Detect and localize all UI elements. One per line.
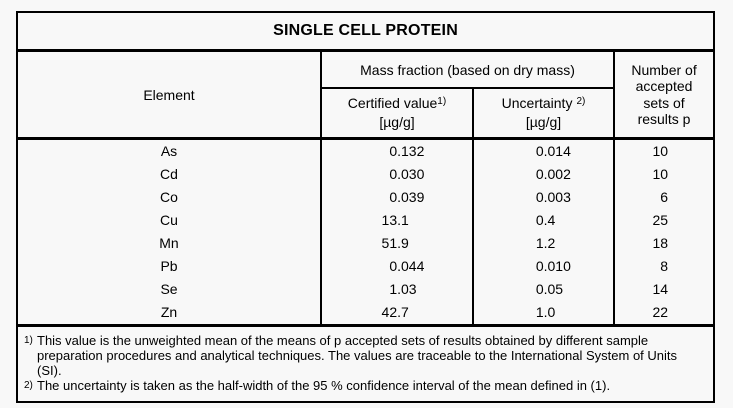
numeric-value: 51. 9 (381, 235, 409, 251)
certified-value-label: Certified value (347, 95, 438, 111)
numeric-value: 8 (660, 258, 669, 274)
element-cell: Cu (160, 212, 178, 228)
single-cell-protein-table: SINGLE CELL PROTEIN Element Mass fractio… (16, 11, 716, 403)
element-cell: Pb (160, 258, 178, 274)
table-row: Cd 0. 030 0. 002 10 (17, 163, 715, 186)
numeric-value: 25 (652, 212, 669, 228)
accepted-sets-line: results p (637, 111, 691, 127)
footnote-ref-2: 2) (576, 96, 586, 107)
element-cell: Mn (159, 235, 179, 251)
uncertainty-cell: 0. 002 (472, 163, 614, 186)
uncertainty-unit: [µg/g] (525, 114, 562, 130)
uncertainty-cell: 0. 4 (472, 209, 614, 232)
footnote-marker: 1) (24, 335, 33, 346)
accepted-sets-line: accepted (635, 78, 693, 94)
certified-value-cell: 51. 9 (320, 232, 473, 255)
numeric-value: 13. 1 (381, 212, 409, 228)
element-cell: Cd (160, 166, 178, 182)
accepted-sets-line: Number of (631, 61, 697, 78)
column-header-element: Element (17, 50, 322, 140)
table-row: As 0. 132 0. 014 10 (17, 138, 715, 163)
numeric-value: 18 (652, 235, 669, 251)
column-header-certified-value: Certified value1) [µg/g] (320, 88, 473, 140)
footnote-marker: 2) (24, 380, 33, 391)
accepted-sets-cell: 6 (612, 186, 715, 209)
table-row: Pb 0. 044 0. 010 8 (17, 255, 715, 278)
numeric-value: 1. 2 (535, 235, 556, 251)
element-cell: Se (160, 281, 178, 297)
header-row-sub: Certified value1) [µg/g] Uncertainty 2) [… (17, 88, 714, 140)
footnote-text: The uncertainty is taken as the half-wid… (37, 378, 611, 393)
certified-value-cell: 0. 030 (320, 163, 473, 186)
accepted-sets-cell: 10 (612, 138, 715, 163)
footnote-1: 1) This value is the unweighted mean of … (22, 333, 705, 378)
table-row: Se 1. 03 0. 05 14 (17, 278, 715, 301)
numeric-value: 0. 132 (389, 143, 425, 159)
certified-value-cell: 0. 044 (320, 255, 473, 278)
table-row: Mn 51. 9 1. 2 18 (17, 232, 715, 255)
footnote-2: 2) The uncertainty is taken as the half-… (22, 378, 705, 393)
numeric-value: 0. 003 (535, 189, 571, 205)
certified-value-cell: 42. 7 (320, 301, 473, 326)
column-header-accepted-sets: Number of accepted sets of results p (612, 50, 715, 140)
header-row-group: Element Mass fraction (based on dry mass… (17, 50, 715, 140)
uncertainty-cell: 1. 2 (472, 232, 614, 255)
element-cell: Zn (160, 304, 178, 320)
numeric-value: 10 (652, 166, 669, 182)
certified-value-cell: 1. 03 (320, 278, 473, 301)
numeric-value: 10 (652, 143, 669, 159)
accepted-sets-cell: 22 (612, 301, 715, 326)
numeric-value: 0. 014 (535, 143, 571, 159)
numeric-value: 0. 030 (389, 166, 425, 182)
uncertainty-cell: 0. 05 (472, 278, 614, 301)
uncertainty-cell: 1. 0 (472, 301, 614, 326)
certified-value-cell: 0. 132 (320, 138, 473, 163)
table-title: SINGLE CELL PROTEIN (17, 12, 715, 52)
numeric-value: 14 (652, 281, 669, 297)
certified-value-label-line: Certified value1) (322, 95, 472, 114)
numeric-value: 1. 0 (535, 304, 556, 320)
accepted-sets-line: sets of (643, 94, 685, 111)
numeric-value: 1. 03 (389, 281, 417, 297)
numeric-value: 0. 05 (535, 281, 564, 297)
accepted-sets-cell: 25 (612, 209, 715, 232)
numeric-value: 0. 044 (389, 258, 425, 274)
table-row: Co 0. 039 0. 003 6 (17, 186, 715, 209)
column-group-mass-fraction: Mass fraction (based on dry mass) (320, 50, 615, 89)
title-row: SINGLE CELL PROTEIN (17, 12, 715, 52)
certified-value-unit: [µg/g] (379, 114, 415, 130)
certified-value-cell: 0. 039 (320, 186, 473, 209)
accepted-sets-cell: 14 (612, 278, 715, 301)
footnotes-section: 1) This value is the unweighted mean of … (17, 324, 715, 402)
accepted-sets-cell: 18 (612, 232, 715, 255)
uncertainty-cell: 0. 014 (472, 138, 614, 163)
uncertainty-label: Uncertainty (501, 95, 573, 111)
footnote-text: This value is the unweighted mean of the… (37, 333, 678, 378)
certified-value-cell: 13. 1 (320, 209, 473, 232)
numeric-value: 0. 010 (535, 258, 571, 274)
element-cell: As (160, 143, 178, 159)
numeric-value: 0. 4 (535, 212, 556, 228)
accepted-sets-cell: 8 (612, 255, 715, 278)
numeric-value: 0. 039 (389, 189, 425, 205)
numeric-value: 0. 002 (535, 166, 571, 182)
footnotes-row: 1) This value is the unweighted mean of … (17, 324, 715, 402)
accepted-sets-cell: 10 (612, 163, 715, 186)
uncertainty-label-line: Uncertainty 2) (474, 95, 613, 114)
table-row: Cu 13. 1 0. 4 25 (17, 209, 715, 232)
numeric-value: 22 (652, 304, 669, 320)
element-cell: Co (160, 189, 178, 205)
numeric-value: 42. 7 (381, 304, 409, 320)
numeric-value: 6 (660, 189, 669, 205)
uncertainty-cell: 0. 010 (472, 255, 614, 278)
column-header-uncertainty: Uncertainty 2) [µg/g] (472, 88, 614, 140)
table-wrapper: SINGLE CELL PROTEIN Element Mass fractio… (16, 11, 716, 403)
footnote-ref-1: 1) (437, 96, 447, 107)
uncertainty-cell: 0. 003 (472, 186, 614, 209)
table-row: Zn 42. 7 1. 0 22 (17, 301, 715, 326)
